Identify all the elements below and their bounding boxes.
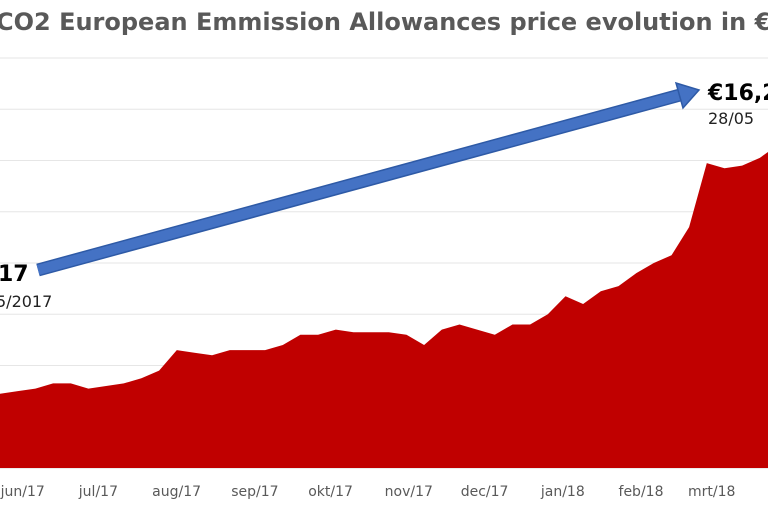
x-tick-label: sep/17 <box>231 484 278 500</box>
start-date-label: 5/2017 <box>0 292 52 311</box>
x-axis-ticks: jun/17 jul/17 aug/17 sep/17 okt/17 nov/17 dec/… <box>0 484 735 500</box>
x-tick-label: mrt/18 <box>688 484 735 500</box>
end-price-label: €16,2 <box>707 81 768 106</box>
x-tick-label: aug/17 <box>152 484 201 500</box>
x-tick-label: dec/17 <box>461 484 509 500</box>
x-tick-label: okt/17 <box>308 484 353 500</box>
end-date-label: 28/05 <box>708 109 754 128</box>
x-tick-label: nov/17 <box>385 484 433 500</box>
trend-arrow <box>36 81 701 277</box>
chart-title: CO2 European Emmission Allowances price … <box>0 8 768 36</box>
price-area <box>0 151 768 468</box>
x-tick-label: feb/18 <box>619 484 664 500</box>
x-tick-label: jul/17 <box>78 484 118 500</box>
x-tick-label: jun/17 <box>0 484 45 500</box>
start-price-label: 17 <box>0 262 29 287</box>
x-tick-label: jan/18 <box>540 484 585 500</box>
